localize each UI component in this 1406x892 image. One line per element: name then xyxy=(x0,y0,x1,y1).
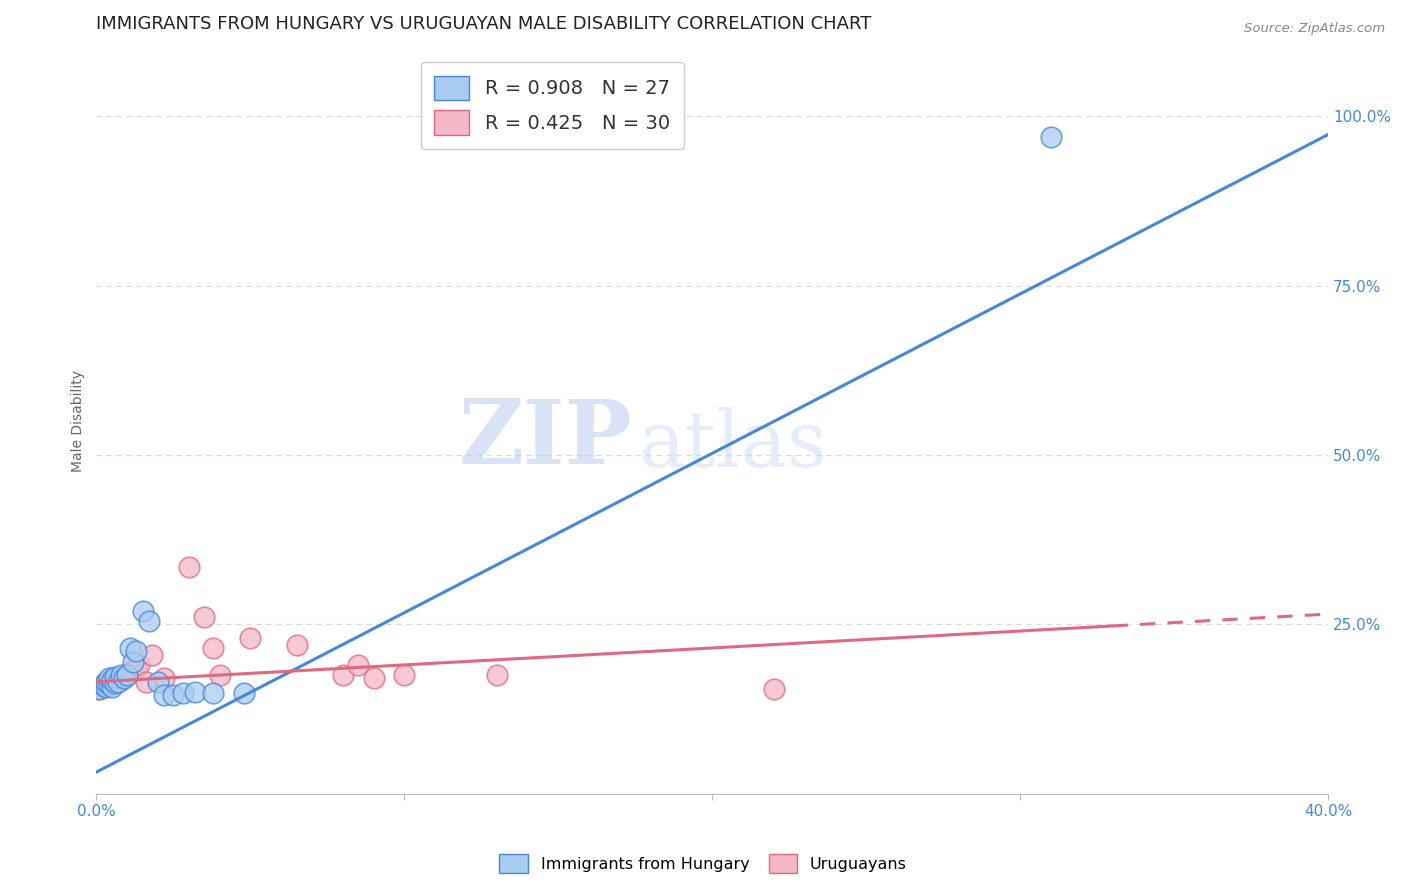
Point xyxy=(131,604,153,618)
Point xyxy=(115,667,138,681)
Point xyxy=(110,668,132,682)
Point xyxy=(153,689,176,703)
Point xyxy=(125,644,148,658)
Point xyxy=(485,668,508,682)
Point xyxy=(285,638,308,652)
Point xyxy=(162,689,184,703)
Point xyxy=(1040,129,1063,144)
Point xyxy=(107,672,129,686)
Point xyxy=(172,686,194,700)
Point xyxy=(177,559,200,574)
Point xyxy=(115,668,138,682)
Point xyxy=(91,678,114,692)
Point xyxy=(122,663,145,677)
Point xyxy=(153,672,176,686)
Point xyxy=(120,666,142,681)
Point xyxy=(122,655,145,669)
Point xyxy=(128,657,150,672)
Text: Source: ZipAtlas.com: Source: ZipAtlas.com xyxy=(1244,22,1385,36)
Point xyxy=(97,677,120,691)
Point xyxy=(208,668,231,682)
Text: atlas: atlas xyxy=(638,407,827,483)
Point xyxy=(94,680,117,694)
Point xyxy=(94,674,117,689)
Text: IMMIGRANTS FROM HUNGARY VS URUGUAYAN MALE DISABILITY CORRELATION CHART: IMMIGRANTS FROM HUNGARY VS URUGUAYAN MAL… xyxy=(97,15,872,33)
Point xyxy=(104,674,127,689)
Point xyxy=(125,661,148,675)
Point xyxy=(193,610,215,624)
Point xyxy=(112,670,135,684)
Point xyxy=(94,674,117,689)
Point xyxy=(202,640,225,655)
Point xyxy=(94,678,117,692)
Point xyxy=(110,673,132,687)
Point xyxy=(100,673,122,687)
Text: ZIP: ZIP xyxy=(458,396,633,483)
Point xyxy=(394,668,416,682)
Point xyxy=(107,674,129,689)
Y-axis label: Male Disability: Male Disability xyxy=(72,370,86,472)
Point xyxy=(762,681,785,696)
Point xyxy=(141,648,163,662)
Point xyxy=(239,631,262,645)
Point xyxy=(202,686,225,700)
Point xyxy=(347,657,370,672)
Point xyxy=(112,672,135,686)
Point xyxy=(89,681,111,696)
Point xyxy=(97,672,120,686)
Point xyxy=(138,614,160,628)
Point xyxy=(91,680,114,694)
Point xyxy=(104,670,127,684)
Point xyxy=(100,672,122,686)
Point xyxy=(233,686,256,700)
Point xyxy=(97,677,120,691)
Point xyxy=(104,676,127,690)
Point xyxy=(89,681,111,696)
Point xyxy=(135,674,157,689)
Point xyxy=(120,640,142,655)
Point xyxy=(332,668,354,682)
Legend: Immigrants from Hungary, Uruguayans: Immigrants from Hungary, Uruguayans xyxy=(492,847,914,880)
Legend: R = 0.908   N = 27, R = 0.425   N = 30: R = 0.908 N = 27, R = 0.425 N = 30 xyxy=(420,62,683,149)
Point xyxy=(146,674,169,689)
Point xyxy=(184,685,207,699)
Point xyxy=(363,672,385,686)
Point xyxy=(100,680,122,694)
